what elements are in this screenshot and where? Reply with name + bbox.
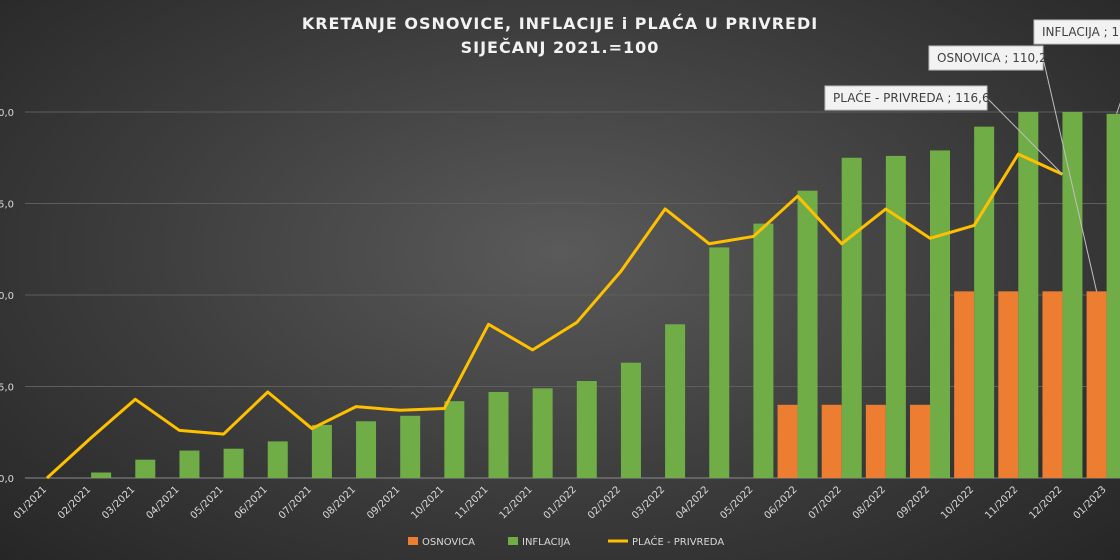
callout-leader xyxy=(1042,57,1098,292)
x-tick-label: 01/2022 xyxy=(542,484,579,521)
x-tick-label: 09/2022 xyxy=(895,484,932,521)
chart-subtitle: SIJEČANJ 2021.=100 xyxy=(461,38,660,57)
bar-inflacija xyxy=(223,448,244,478)
callout-box xyxy=(824,85,988,111)
bar-osnovica xyxy=(821,404,842,478)
bar-inflacija xyxy=(444,401,465,478)
x-tick-label: 09/2021 xyxy=(365,484,402,521)
bar-inflacija xyxy=(665,324,686,478)
bar-inflacija xyxy=(797,190,818,478)
line-layer xyxy=(45,152,1064,480)
bar-inflacija xyxy=(709,247,730,478)
y-tick-label: 5,0 xyxy=(0,383,14,394)
x-tick-label: 02/2022 xyxy=(586,484,623,521)
x-tick-label: 05/2021 xyxy=(189,484,226,521)
line-place-privreda xyxy=(45,152,1064,480)
x-tick-label: 07/2021 xyxy=(277,484,314,521)
x-tick-label: 07/2022 xyxy=(807,484,844,521)
bar-inflacija xyxy=(753,223,774,478)
callout-leader xyxy=(986,97,1063,175)
x-tick-label: 03/2021 xyxy=(100,484,137,521)
bar-inflacija xyxy=(1062,112,1083,478)
x-tick-label: 04/2021 xyxy=(144,484,181,521)
bar-inflacija xyxy=(311,424,332,478)
bar-inflacija xyxy=(1018,112,1039,478)
bar-inflacija xyxy=(400,415,421,478)
callout-label: PLAĆE - PRIVREDA ; 116,6 xyxy=(833,90,990,105)
x-tick-label: 01/2021 xyxy=(12,484,49,521)
x-tick-label: 08/2021 xyxy=(321,484,358,521)
chart-title: KRETANJE OSNOVICE, INFLACIJE i PLAĆA U P… xyxy=(302,14,818,33)
bar-inflacija xyxy=(1106,113,1120,478)
bar-osnovica xyxy=(998,291,1019,478)
x-tick-label: 12/2022 xyxy=(1027,484,1064,521)
x-tick-label: 01/2023 xyxy=(1072,484,1109,521)
bar-inflacija xyxy=(267,441,288,478)
callout-label: INFLACIJA ; 119 xyxy=(1042,25,1120,39)
bar-inflacija xyxy=(135,459,156,478)
bar-osnovica xyxy=(865,404,886,478)
bar-inflacija xyxy=(91,472,112,478)
bar-osnovica xyxy=(1086,291,1107,478)
callout-box xyxy=(1033,19,1120,45)
x-tick-label: 08/2022 xyxy=(851,484,888,521)
bar-osnovica xyxy=(1042,291,1063,478)
bar-inflacija xyxy=(356,421,377,478)
x-tick-label: 05/2022 xyxy=(718,484,755,521)
legend-label: OSNOVICA xyxy=(422,537,475,548)
x-tick-label: 12/2021 xyxy=(498,484,535,521)
x-tick-label: 06/2022 xyxy=(763,484,800,521)
bar-layer xyxy=(91,112,1120,479)
y-tick-label: 5,0 xyxy=(0,200,14,211)
callout-layer: INFLACIJA ; 119 OSNOVICA ; 110,2 PLAĆE - P… xyxy=(824,19,1120,292)
legend-label: INFLACIJA xyxy=(522,537,570,548)
x-tick-label: 02/2021 xyxy=(56,484,93,521)
bar-inflacija xyxy=(620,362,641,478)
bar-osnovica xyxy=(954,291,975,478)
bar-inflacija xyxy=(488,391,509,478)
x-tick-label: 10/2021 xyxy=(409,484,446,521)
bar-inflacija xyxy=(974,126,995,478)
x-tick-label: 11/2021 xyxy=(453,484,490,521)
bar-inflacija xyxy=(930,150,950,478)
bar-inflacija xyxy=(576,381,597,478)
y-tick-label: 0,0 xyxy=(0,474,14,485)
x-tick-label: 11/2022 xyxy=(983,484,1020,521)
x-tick-label: 06/2021 xyxy=(233,484,270,521)
legend-swatch xyxy=(508,537,518,545)
bar-inflacija xyxy=(179,450,200,478)
x-tick-label: 04/2022 xyxy=(674,484,711,521)
bar-inflacija xyxy=(841,157,862,478)
legend-swatch xyxy=(408,537,418,545)
bar-osnovica xyxy=(910,404,930,478)
bar-osnovica xyxy=(777,404,798,478)
y-tick-label: 0,0 xyxy=(0,291,14,302)
bar-inflacija xyxy=(532,388,553,478)
callout-box xyxy=(928,45,1044,71)
x-tick-label: 03/2022 xyxy=(630,484,667,521)
callout-label: OSNOVICA ; 110,2 xyxy=(937,51,1047,65)
x-tick-label: 10/2022 xyxy=(939,484,976,521)
y-tick-label: 0,0 xyxy=(0,108,14,119)
legend-label: PLAĆE - PRIVREDA xyxy=(632,535,724,548)
legend: OSNOVICA INFLACIJA PLAĆE - PRIVREDA xyxy=(408,535,724,548)
bar-inflacija xyxy=(885,155,906,479)
